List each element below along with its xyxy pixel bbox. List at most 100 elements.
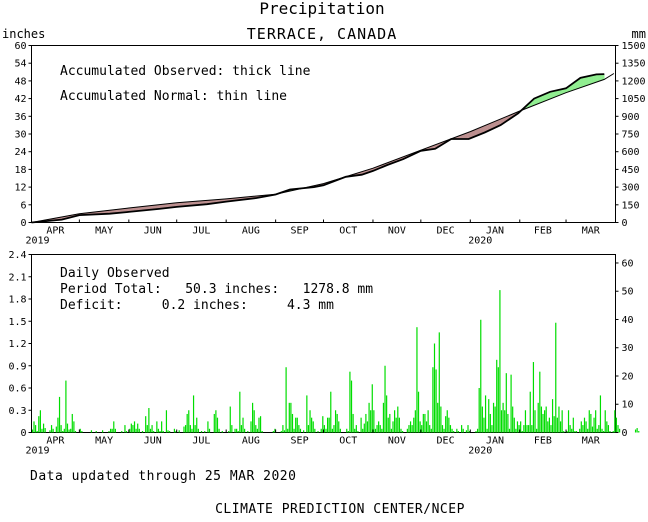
daily-bar	[448, 418, 449, 433]
daily-bar	[161, 421, 162, 432]
daily-bar	[121, 431, 122, 432]
daily-bar	[284, 430, 285, 432]
daily-bar	[309, 410, 310, 432]
daily-bar	[542, 414, 543, 433]
bottom-month-label: AUG	[242, 436, 260, 447]
daily-bar	[552, 399, 553, 432]
daily-bar	[372, 384, 373, 432]
daily-bar	[91, 430, 92, 432]
daily-bar	[230, 407, 231, 433]
bottom-month-label: JUN	[144, 436, 162, 447]
daily-bar	[348, 431, 349, 432]
daily-bar	[187, 414, 188, 433]
daily-mm-tick-label: 50	[622, 287, 634, 298]
daily-bar	[510, 375, 511, 433]
daily-bar	[75, 431, 76, 432]
daily-bar	[365, 414, 366, 433]
daily-bar	[207, 421, 208, 432]
daily-bar	[605, 410, 606, 432]
daily-bar	[424, 414, 425, 433]
top-year-label: 2020	[468, 236, 492, 247]
daily-bar	[429, 425, 430, 432]
daily-bar	[593, 418, 594, 433]
daily-bar	[595, 410, 596, 432]
daily-bar	[148, 408, 149, 432]
daily-bar	[582, 425, 583, 432]
top-mm-tick-label: 1050	[622, 94, 646, 105]
daily-bar	[443, 429, 444, 433]
top-inches-tick-label: 48	[14, 76, 26, 87]
daily-bar	[53, 429, 54, 433]
difference-segment	[593, 75, 595, 84]
daily-bar	[81, 431, 82, 432]
daily-bar	[43, 424, 44, 433]
daily-bar	[603, 431, 604, 432]
daily-bar	[498, 367, 499, 432]
daily-bar	[453, 431, 454, 432]
daily-bar	[239, 392, 240, 433]
daily-bar	[399, 418, 400, 433]
daily-bar	[64, 429, 65, 433]
daily-bar	[188, 410, 189, 432]
daily-bar	[589, 410, 590, 432]
daily-bar	[234, 429, 235, 433]
daily-bar	[418, 392, 419, 433]
daily-mm-tick-label: 60	[622, 258, 634, 269]
daily-bar	[456, 429, 457, 433]
daily-bar	[209, 429, 210, 433]
chart-title: Precipitation	[259, 0, 384, 18]
data-updated-note: Data updated through 25 MAR 2020	[30, 469, 296, 484]
top-month-label: SEP	[291, 226, 309, 237]
daily-bar	[451, 429, 452, 433]
top-inches-tick-label: 18	[14, 165, 26, 176]
daily-bar	[485, 395, 486, 432]
daily-bar	[356, 425, 357, 432]
top-month-label: JUN	[144, 226, 162, 237]
daily-bar	[150, 429, 151, 433]
difference-segment	[587, 76, 589, 85]
daily-bar	[126, 431, 127, 432]
daily-bar	[238, 431, 239, 432]
daily-bar	[574, 431, 575, 432]
daily-bar	[262, 431, 263, 432]
daily-bar	[260, 416, 261, 432]
daily-bar	[41, 429, 42, 433]
daily-bar	[515, 429, 516, 433]
daily-bar	[327, 418, 328, 433]
daily-bar	[482, 407, 483, 433]
daily-bar	[525, 410, 526, 432]
difference-segment	[592, 75, 594, 84]
daily-bar	[475, 431, 476, 432]
daily-bar	[69, 430, 70, 433]
daily-bar	[174, 429, 175, 433]
daily-bar	[396, 418, 397, 433]
legend-observed: Accumulated Observed: thick line	[60, 64, 311, 79]
daily-bar	[439, 332, 440, 432]
daily-bar	[313, 421, 314, 432]
daily-bar	[509, 429, 510, 433]
daily-mm-tick-label: 10	[622, 400, 634, 411]
legend-normal: Accumulated Normal: thin line	[60, 89, 287, 104]
daily-bar	[222, 431, 223, 432]
daily-bar	[609, 431, 610, 432]
daily-bar	[198, 429, 199, 433]
daily-bar	[191, 429, 192, 433]
daily-bar	[587, 429, 588, 433]
daily-bar	[619, 429, 620, 433]
daily-bar	[550, 425, 551, 432]
daily-bar	[616, 418, 617, 433]
daily-bar	[496, 360, 497, 433]
daily-bar	[311, 418, 312, 433]
daily-bar	[166, 410, 167, 432]
daily-bar	[375, 429, 376, 433]
period-total: Period Total: 50.3 inches: 1278.8 mm	[60, 282, 373, 297]
daily-bar	[293, 429, 294, 433]
daily-bar	[300, 429, 301, 433]
daily-bar	[386, 395, 387, 432]
daily-bar	[458, 431, 459, 432]
daily-bar	[330, 392, 331, 433]
top-inches-tick-label: 42	[14, 94, 26, 105]
daily-bar	[73, 421, 74, 432]
